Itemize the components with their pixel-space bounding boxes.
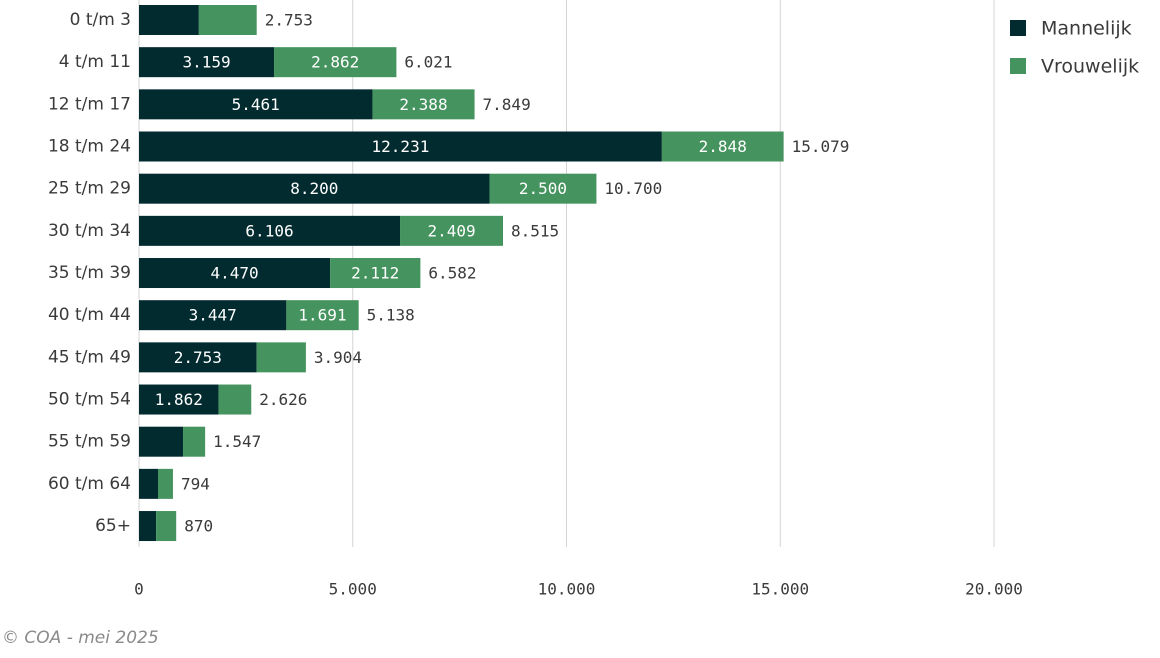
y-tick-label: 55 t/m 59 [48, 432, 131, 452]
y-tick-label: 30 t/m 34 [48, 221, 131, 241]
total-label: 7.849 [483, 95, 531, 114]
bar-segment [139, 511, 157, 542]
bar-segment [139, 426, 184, 457]
segment-label: 2.409 [427, 221, 475, 240]
y-tick-label: 50 t/m 54 [48, 390, 131, 410]
bar-segment [139, 5, 199, 35]
bar-segment [139, 342, 257, 373]
bar-segment [158, 468, 173, 499]
segment-label: 1.691 [298, 306, 346, 325]
bar-segment [139, 47, 275, 78]
segment-label: 2.388 [399, 95, 447, 114]
segment-label: 12.231 [372, 137, 430, 156]
x-tick-label: 20.000 [965, 580, 1023, 599]
total-label: 3.904 [314, 348, 362, 367]
total-label: 5.138 [367, 306, 415, 325]
bar-segment [489, 173, 597, 204]
segment-label: 2.753 [174, 348, 222, 367]
total-label: 2.753 [265, 11, 313, 30]
bar-segment [139, 131, 662, 162]
y-tick-label: 45 t/m 49 [48, 347, 131, 367]
y-tick-label: 65+ [95, 516, 131, 536]
segment-label: 2.848 [699, 137, 747, 156]
bar-segment [372, 89, 475, 120]
bar-segment [330, 258, 421, 289]
segment-label: 6.106 [245, 221, 293, 240]
legend-swatch [1010, 58, 1026, 74]
segment-label: 5.461 [232, 95, 280, 114]
bar-segment [139, 300, 287, 331]
bar-segment [139, 468, 159, 499]
y-tick-label: 60 t/m 64 [48, 474, 131, 494]
legend-swatch [1010, 20, 1026, 36]
segment-label: 4.470 [210, 264, 258, 283]
x-tick-label: 0 [134, 580, 144, 599]
total-label: 15.079 [792, 137, 850, 156]
x-tick-label: 10.000 [538, 580, 596, 599]
segment-label: 3.447 [189, 306, 237, 325]
legend-label: Mannelijk [1041, 18, 1132, 40]
bar-segment [274, 47, 397, 78]
y-tick-label: 40 t/m 44 [48, 305, 131, 325]
total-label: 10.700 [604, 179, 662, 198]
bar-segment [400, 215, 504, 246]
total-label: 6.021 [404, 53, 452, 72]
total-label: 6.582 [428, 264, 476, 283]
total-label: 8.515 [511, 221, 559, 240]
bar-segment [661, 131, 784, 162]
x-tick-label: 5.000 [329, 580, 377, 599]
y-tick-label: 25 t/m 29 [48, 179, 131, 199]
bar-segment [139, 258, 331, 289]
y-tick-label: 4 t/m 11 [59, 52, 131, 72]
total-label: 870 [184, 517, 213, 536]
source-note: © COA - mei 2025 [2, 628, 159, 648]
bar-segment [286, 300, 359, 331]
segment-label: 2.862 [311, 53, 359, 72]
bar-segment [198, 5, 257, 35]
x-tick-label: 15.000 [751, 580, 809, 599]
bar-segment [183, 426, 206, 457]
legend-label: Vrouwelijk [1041, 56, 1139, 78]
total-label: 1.547 [213, 432, 261, 451]
segment-label: 1.862 [155, 390, 203, 409]
segment-label: 8.200 [290, 179, 338, 198]
bar-segment [256, 342, 306, 373]
y-tick-label: 35 t/m 39 [48, 263, 131, 283]
bar-segment [139, 215, 401, 246]
bar-segment [139, 173, 490, 204]
y-tick-label: 12 t/m 17 [48, 94, 131, 114]
total-label: 794 [181, 474, 210, 493]
total-label: 2.626 [259, 390, 307, 409]
y-tick-label: 18 t/m 24 [48, 137, 131, 157]
segment-label: 3.159 [182, 53, 230, 72]
bar-segment [156, 511, 177, 542]
bar-segment [139, 89, 373, 120]
bar-segment [218, 384, 252, 415]
segment-label: 2.500 [519, 179, 567, 198]
y-tick-label: 0 t/m 3 [70, 10, 131, 30]
bar-segment [139, 384, 219, 415]
segment-label: 2.112 [351, 264, 399, 283]
